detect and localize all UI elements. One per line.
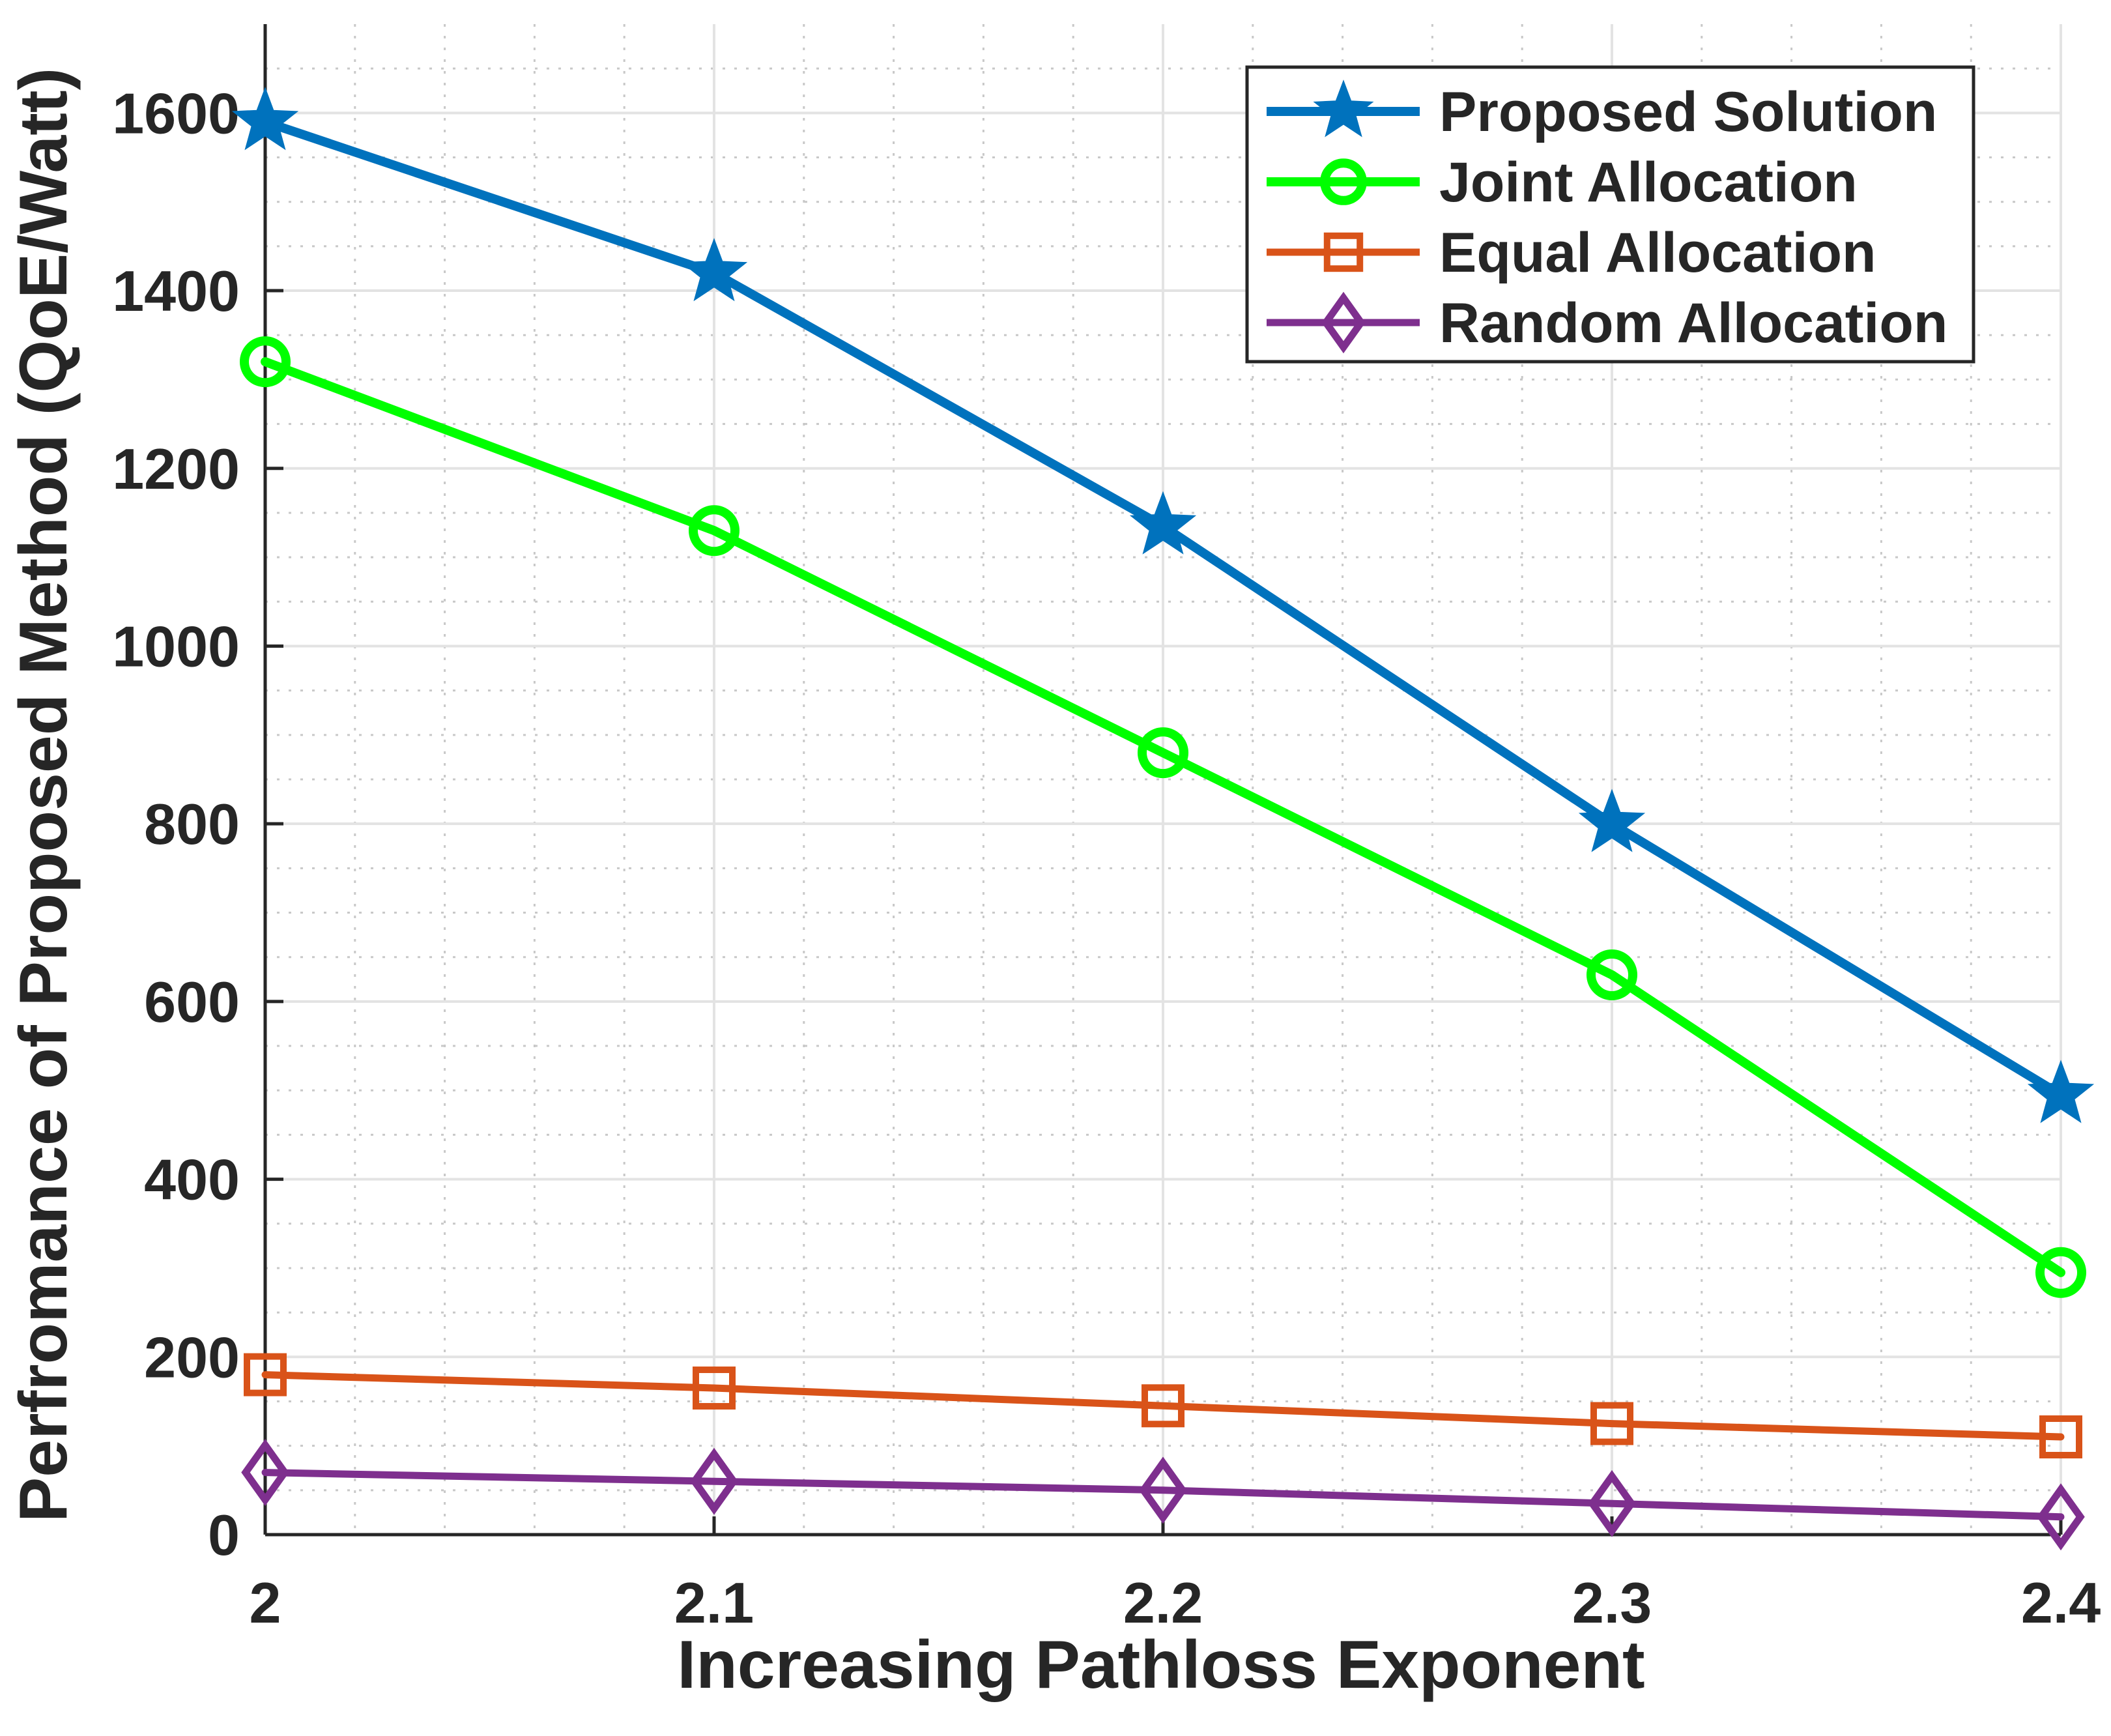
x-tick-label: 2.2 [1123,1570,1203,1635]
data-point [1590,1402,1633,1445]
legend-label: Equal Allocation [1439,222,1876,284]
x-tick-label: 2.4 [2021,1570,2101,1635]
legend-entry: Random Allocation [1267,291,1947,354]
legend-marker [1321,291,1366,354]
legend-marker [1320,158,1367,205]
legend-marker [1313,80,1374,137]
series-joint-allocation [240,336,2086,1298]
y-tick-label: 0 [208,1503,240,1567]
series-line [261,1371,2065,1441]
data-point [1138,727,1188,779]
legend-marker [1323,232,1364,272]
data-point [231,87,299,151]
legend-label: Proposed Solution [1439,81,1937,143]
data-point [1129,491,1197,555]
y-tick-label: 400 [144,1148,240,1212]
y-tick-label: 600 [144,970,240,1034]
data-point [690,1447,738,1515]
legend-label: Joint Allocation [1439,151,1858,214]
series-proposed-solution [231,87,2095,1123]
x-axis-label: Increasing Pathloss Exponent [677,1627,1644,1703]
data-point [1587,949,1637,1000]
legend-label: Random Allocation [1439,292,1947,354]
y-tick-label: 1600 [112,81,240,145]
series-random-allocation [241,1439,2085,1551]
series [231,87,2095,1551]
x-tick-label: 2.3 [1572,1570,1652,1635]
data-point [2037,1483,2085,1551]
data-point [2039,1415,2082,1459]
data-point [240,336,291,388]
axes: 2 2.1 2.2 2.3 2.4 0 200 400 600 800 1000 1200 1400 16… [112,24,2101,1635]
y-tick-label: 1200 [112,437,240,501]
y-tick-label: 200 [144,1325,240,1389]
data-point [680,238,748,302]
y-axis-label: Perfromance of Proposed Method (QoE/Watt… [6,68,81,1522]
series-equal-allocation [244,1353,2082,1459]
data-point [1139,1456,1187,1524]
data-point [1578,788,1646,852]
y-tick-label: 1400 [112,259,240,323]
y-tick-label: 1000 [112,614,240,678]
legend-entry: Joint Allocation [1267,151,1858,214]
series-line [261,1469,2065,1521]
y-tick-label: 800 [144,792,240,856]
data-point [2027,1060,2095,1123]
legend-entry: Equal Allocation [1267,222,1876,284]
data-point [693,1367,736,1410]
grid [264,24,2062,1536]
data-point [241,1439,289,1507]
x-tick-label: 2.1 [674,1570,754,1635]
legend-entry: Proposed Solution [1267,80,1937,143]
data-point [689,505,740,557]
data-point [1588,1469,1636,1537]
legend-box [1245,65,1975,364]
legend: Proposed Solution Joint Allocation Equal A… [1245,65,1975,364]
x-tick-label: 2 [250,1570,281,1635]
data-point [1142,1384,1185,1428]
data-point [244,1353,287,1396]
series-line [261,357,2065,1277]
data-point [2035,1247,2086,1298]
